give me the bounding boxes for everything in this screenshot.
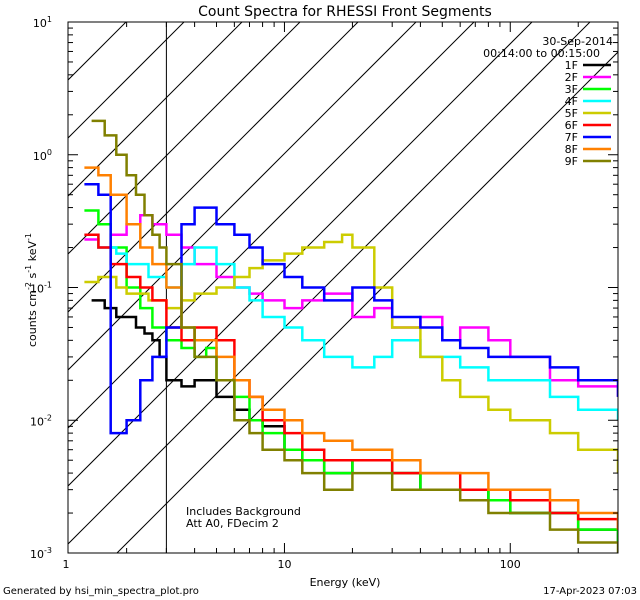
annotation-background: Includes Background bbox=[186, 505, 301, 518]
legend-label-5F: 5F bbox=[565, 107, 578, 120]
series-line-7F bbox=[84, 182, 618, 435]
y-label-exp1: -2 bbox=[24, 282, 33, 290]
series-line-8F bbox=[84, 166, 618, 530]
legend-label-2F: 2F bbox=[565, 71, 578, 84]
x-axis-label: Energy (keV) bbox=[310, 576, 381, 589]
x-tick-label: 1 bbox=[63, 558, 70, 571]
y-tick-label: 10-2 bbox=[30, 413, 52, 428]
hatch-line bbox=[68, 22, 475, 429]
y-tick-label: 100 bbox=[33, 148, 52, 163]
axis-ticks: 10 100 1 10-3 10-2 10-1 100 101 bbox=[30, 15, 619, 571]
legend-label-7F: 7F bbox=[565, 131, 578, 144]
y-tick-label: 10-1 bbox=[30, 281, 52, 296]
series-line-4F bbox=[84, 233, 618, 421]
y-label-base: counts cm bbox=[26, 290, 39, 347]
legend-label-4F: 4F bbox=[565, 95, 578, 108]
y-label-mid: s bbox=[26, 272, 39, 281]
legend-label-1F: 1F bbox=[565, 59, 578, 72]
annotation-attenuator: Att A0, FDecim 2 bbox=[186, 517, 279, 530]
y-axis-label: counts cm-2 s-1 keV-1 bbox=[24, 233, 39, 347]
series-line-9F bbox=[91, 119, 618, 553]
hatch-line bbox=[68, 22, 243, 197]
y-label-unit: keV bbox=[26, 241, 39, 265]
x-tick-label: 10 bbox=[277, 558, 291, 571]
hatch-line bbox=[68, 22, 533, 487]
hatch-line bbox=[68, 22, 301, 255]
timestamp-label: 17-Apr-2023 07:03 bbox=[543, 586, 637, 597]
x-tick-label: 100 bbox=[500, 558, 521, 571]
generated-by-label: Generated by hsi_min_spectra_plot.pro bbox=[3, 586, 199, 597]
chart-title: Count Spectra for RHESSI Front Segments bbox=[198, 4, 492, 20]
y-tick-label: 10-3 bbox=[30, 546, 52, 561]
series-layer bbox=[84, 119, 618, 553]
legend-label-9F: 9F bbox=[565, 155, 578, 168]
time-range-label: 00:14:00 to 00:15:00 bbox=[483, 47, 600, 60]
y-label-exp3: -1 bbox=[24, 233, 33, 241]
series-line-5F bbox=[84, 233, 618, 474]
hatch-line bbox=[68, 22, 359, 313]
y-label-exp2: -1 bbox=[24, 265, 33, 273]
hatch-line bbox=[68, 22, 127, 81]
legend-label-6F: 6F bbox=[565, 119, 578, 132]
legend-label-3F: 3F bbox=[565, 83, 578, 96]
y-tick-label: 101 bbox=[33, 15, 52, 30]
hatch-line bbox=[68, 22, 185, 139]
date-label: 30-Sep-2014 bbox=[542, 35, 613, 48]
legend-label-8F: 8F bbox=[565, 143, 578, 156]
